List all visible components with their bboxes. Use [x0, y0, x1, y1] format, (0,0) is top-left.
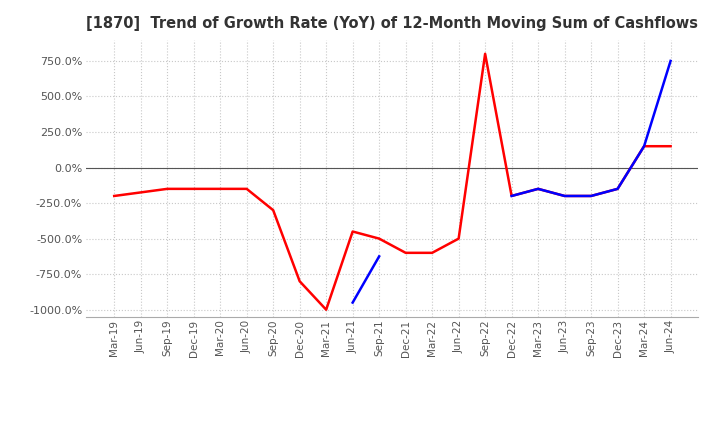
Operating Cashflow — [110, 193, 119, 198]
Title: [1870]  Trend of Growth Rate (YoY) of 12-Month Moving Sum of Cashflows: [1870] Trend of Growth Rate (YoY) of 12-… — [86, 16, 698, 32]
Free Cashflow — [534, 186, 542, 191]
Operating Cashflow — [428, 250, 436, 256]
Free Cashflow — [666, 58, 675, 63]
Line: Free Cashflow: Free Cashflow — [353, 61, 670, 303]
Free Cashflow — [508, 193, 516, 198]
Operating Cashflow — [163, 186, 171, 191]
Operating Cashflow — [136, 190, 145, 195]
Operating Cashflow — [508, 193, 516, 198]
Operating Cashflow — [481, 51, 490, 56]
Operating Cashflow — [216, 186, 225, 191]
Free Cashflow — [587, 193, 595, 198]
Free Cashflow — [375, 254, 384, 259]
Operating Cashflow — [666, 143, 675, 149]
Operating Cashflow — [269, 208, 277, 213]
Operating Cashflow — [454, 236, 463, 241]
Operating Cashflow — [401, 250, 410, 256]
Free Cashflow — [348, 300, 357, 305]
Operating Cashflow — [243, 186, 251, 191]
Operating Cashflow — [348, 229, 357, 234]
Operating Cashflow — [640, 143, 649, 149]
Operating Cashflow — [613, 186, 622, 191]
Free Cashflow — [640, 143, 649, 149]
Free Cashflow — [560, 193, 569, 198]
Operating Cashflow — [560, 193, 569, 198]
Operating Cashflow — [534, 186, 542, 191]
Operating Cashflow — [295, 279, 304, 284]
Operating Cashflow — [322, 307, 330, 312]
Operating Cashflow — [587, 193, 595, 198]
Operating Cashflow — [189, 186, 198, 191]
Free Cashflow — [613, 186, 622, 191]
Operating Cashflow — [375, 236, 384, 241]
Line: Operating Cashflow: Operating Cashflow — [114, 54, 670, 310]
